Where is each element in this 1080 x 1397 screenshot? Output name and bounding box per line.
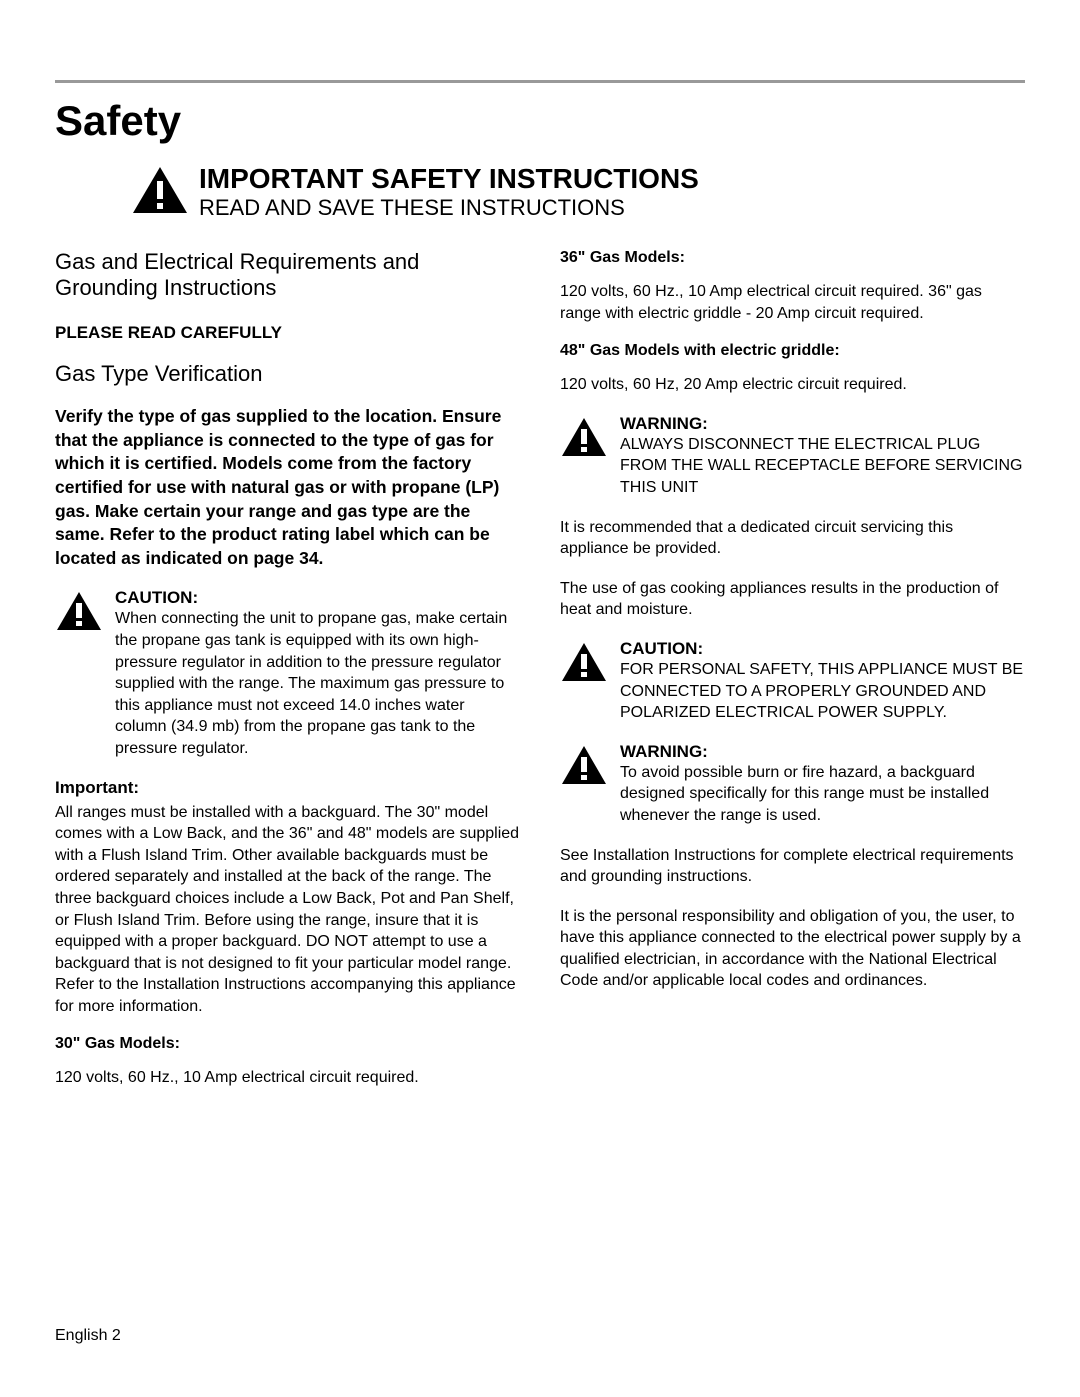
warning-title: WARNING: (620, 742, 1025, 762)
header-main: IMPORTANT SAFETY INSTRUCTIONS (199, 163, 699, 195)
caution-text: When connecting the unit to propane gas,… (115, 608, 520, 759)
gas48-text: 120 volts, 60 Hz, 20 Amp electric circui… (560, 374, 1025, 396)
caution-title: CAUTION: (620, 639, 1025, 659)
dedicated-circuit-text: It is recommended that a dedicated circu… (560, 517, 1025, 560)
right-column: 36" Gas Models: 120 volts, 60 Hz., 10 Am… (560, 249, 1025, 1107)
warning-text: ALWAYS DISCONNECT THE ELECTRICAL PLUG FR… (620, 434, 1025, 499)
warning-icon (131, 165, 189, 215)
responsibility-text: It is the personal responsibility and ob… (560, 906, 1025, 992)
warning-icon (560, 641, 608, 683)
gas30-text: 120 volts, 60 Hz., 10 Amp electrical cir… (55, 1067, 520, 1089)
page-footer: English 2 (55, 1327, 121, 1345)
top-rule (55, 80, 1025, 83)
caution-block-2: CAUTION: FOR PERSONAL SAFETY, THIS APPLI… (560, 639, 1025, 724)
header-block: IMPORTANT SAFETY INSTRUCTIONS READ AND S… (55, 163, 1025, 221)
important-label: Important: (55, 778, 520, 798)
gas-type-paragraph: Verify the type of gas supplied to the l… (55, 405, 520, 570)
gas30-label: 30" Gas Models: (55, 1035, 520, 1053)
caution-title: CAUTION: (115, 588, 520, 608)
warning-text: To avoid possible burn or fire hazard, a… (620, 762, 1025, 827)
warning-title: WARNING: (620, 414, 1025, 434)
gas-type-title: Gas Type Verification (55, 361, 520, 387)
gas48-label: 48" Gas Models with electric griddle: (560, 342, 1025, 360)
see-install-text: See Installation Instructions for comple… (560, 845, 1025, 888)
warning-icon (560, 744, 608, 786)
requirements-title: Gas and Electrical Requirements and Grou… (55, 249, 520, 301)
content-columns: Gas and Electrical Requirements and Grou… (55, 249, 1025, 1107)
warning-icon (55, 590, 103, 632)
warning-block-1: WARNING: ALWAYS DISCONNECT THE ELECTRICA… (560, 414, 1025, 499)
heat-moisture-text: The use of gas cooking appliances result… (560, 578, 1025, 621)
caution-block-1: CAUTION: When connecting the unit to pro… (55, 588, 520, 759)
warning-block-2: WARNING: To avoid possible burn or fire … (560, 742, 1025, 827)
gas36-text: 120 volts, 60 Hz., 10 Amp electrical cir… (560, 281, 1025, 324)
read-carefully-label: PLEASE READ CAREFULLY (55, 323, 520, 343)
page-title: Safety (55, 97, 1025, 145)
left-column: Gas and Electrical Requirements and Grou… (55, 249, 520, 1107)
warning-icon (560, 416, 608, 458)
header-sub: READ AND SAVE THESE INSTRUCTIONS (199, 195, 699, 221)
caution-text: FOR PERSONAL SAFETY, THIS APPLIANCE MUST… (620, 659, 1025, 724)
gas36-label: 36" Gas Models: (560, 249, 1025, 267)
important-text: All ranges must be installed with a back… (55, 802, 520, 1018)
